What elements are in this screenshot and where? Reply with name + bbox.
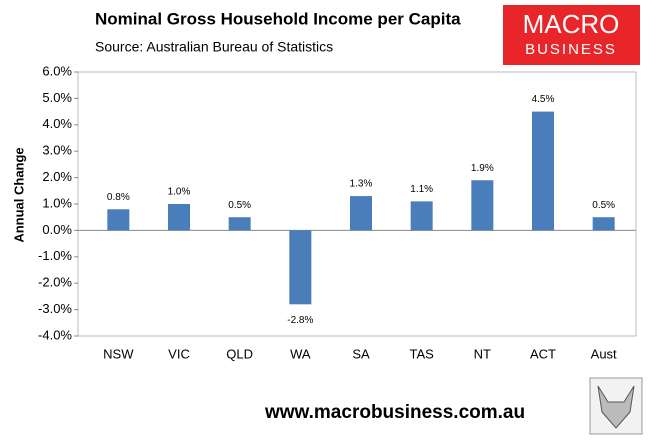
bar: [228, 217, 251, 231]
y-tick-label: -2.0%: [38, 275, 72, 290]
bar: [532, 111, 554, 231]
x-tick-label: Aust: [591, 346, 617, 361]
value-label: 0.5%: [592, 200, 615, 211]
logo: MACRO BUSINESS: [503, 5, 640, 65]
y-tick-label: -3.0%: [38, 301, 72, 316]
value-label: 1.9%: [471, 163, 494, 174]
value-label: 4.5%: [532, 94, 555, 105]
value-label: 0.5%: [228, 200, 251, 211]
x-tick-label: VIC: [168, 346, 190, 361]
y-tick-label: 6.0%: [42, 63, 72, 78]
x-tick-label: SA: [352, 346, 370, 361]
bar: [592, 217, 615, 231]
bar: [289, 230, 312, 305]
chart-title: Nominal Gross Household Income per Capit…: [95, 9, 461, 28]
fox-face: [597, 385, 635, 429]
x-tick-label: TAS: [410, 346, 435, 361]
y-axis-label: Annual Change: [11, 147, 26, 242]
y-tick-label: 4.0%: [42, 116, 72, 131]
bar: [107, 209, 130, 231]
bar: [471, 180, 494, 231]
chart-subtitle: Source: Australian Bureau of Statistics: [95, 39, 333, 55]
logo-text: BUSINESS: [525, 41, 617, 58]
bar: [350, 196, 372, 231]
x-tick-label: WA: [290, 346, 311, 361]
bar: [168, 204, 190, 231]
value-label: 1.0%: [168, 187, 191, 198]
value-label: 0.8%: [107, 192, 130, 203]
value-label: 1.1%: [410, 184, 433, 195]
logo-text: MACRO: [523, 9, 620, 39]
y-tick-label: 2.0%: [42, 169, 72, 184]
y-tick-label: 1.0%: [42, 195, 72, 210]
y-tick-label: -4.0%: [38, 327, 72, 342]
x-tick-label: NSW: [103, 346, 134, 361]
footer: www.macrobusiness.com.au: [264, 402, 525, 423]
bar: [410, 201, 433, 231]
fox-icon: [589, 377, 643, 435]
value-label: 1.3%: [350, 179, 373, 190]
value-label: -2.8%: [287, 315, 313, 326]
y-tick-label: 3.0%: [42, 143, 72, 158]
logo-box: [503, 5, 640, 65]
y-tick-label: 0.0%: [42, 222, 72, 237]
y-tick-label: -1.0%: [38, 248, 72, 263]
y-tick-label: 5.0%: [42, 90, 72, 105]
x-tick-label: NT: [474, 346, 491, 361]
x-tick-label: QLD: [226, 346, 253, 361]
x-tick-label: ACT: [530, 346, 556, 361]
